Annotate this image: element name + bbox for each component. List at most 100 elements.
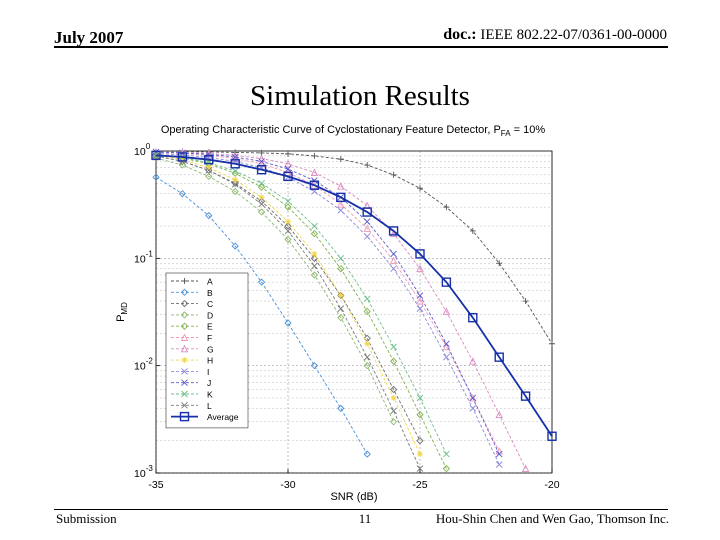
series-point-d: [389, 418, 398, 426]
series-point-k: [443, 450, 450, 458]
series-point-j: [390, 250, 397, 258]
legend-label: J: [207, 378, 211, 388]
series-point-f: [416, 297, 424, 305]
series-point-average: [336, 192, 346, 203]
series-point-i: [495, 461, 503, 468]
series-point-h: [364, 340, 371, 347]
series-point-e: [231, 169, 239, 177]
series-point-l: [416, 465, 424, 472]
series-line-e: [155, 153, 447, 469]
series-point-average: [468, 312, 478, 323]
legend-label: A: [207, 277, 213, 287]
series-point-b: [257, 278, 266, 286]
series-point-h: [205, 164, 212, 171]
series-line-g: [155, 151, 527, 469]
series-point-j: [443, 340, 450, 348]
chart-ticks: -35 -30 -25 -20 100 10-1 10-2 10-3: [134, 142, 560, 491]
legend-item-average: Average: [171, 411, 239, 422]
series-point-l: [390, 407, 397, 415]
series-point-c: [416, 437, 424, 445]
series-point-k: [311, 222, 318, 230]
legend-label: C: [207, 299, 213, 309]
header-doc-id: doc.: IEEE 802.22-07/0361-00-0000: [443, 26, 667, 44]
chart-ylabel-sub: MD: [120, 302, 129, 315]
series-h: [153, 151, 423, 458]
series-point-j: [416, 292, 424, 299]
series-point-i: [443, 353, 450, 361]
legend-label: D: [207, 310, 213, 320]
series-point-j: [363, 218, 371, 225]
legend-item-g: G: [171, 344, 214, 354]
series-point-a: [522, 298, 529, 305]
series-point-average: [177, 152, 188, 162]
series-point-g: [495, 410, 503, 419]
legend-marker: [180, 344, 189, 353]
series-point-average: [441, 277, 452, 287]
chart-xtick-label: -30: [280, 479, 295, 491]
series-line-k: [155, 153, 447, 455]
legend-label: B: [207, 288, 213, 298]
legend-item-b: B: [171, 288, 213, 298]
series-point-d: [284, 235, 292, 244]
legend-label: K: [207, 390, 213, 400]
series-point-k: [416, 394, 424, 402]
series-point-g: [442, 307, 451, 315]
legend-item-i: I: [171, 367, 209, 377]
footer-submission: Submission: [56, 511, 117, 526]
header-rule: [54, 46, 668, 48]
series-point-b: [284, 319, 292, 327]
series-point-d: [337, 314, 345, 322]
series-point-average: [283, 171, 293, 182]
legend-box: [165, 272, 249, 429]
series-point-c: [389, 385, 398, 394]
chart-title-suffix: = 10%: [511, 124, 546, 136]
series-point-i: [363, 233, 371, 240]
series-point-b: [178, 190, 187, 198]
series-point-f: [469, 393, 477, 402]
chart-xtick-label: -25: [412, 479, 427, 491]
series-point-i: [469, 405, 477, 412]
series-point-a: [417, 185, 423, 192]
legend-item-e: E: [171, 322, 213, 332]
series-point-g: [337, 182, 345, 190]
slide-title: Simulation Results: [250, 80, 470, 112]
legend-marker: [180, 333, 189, 341]
series-point-b: [205, 211, 213, 220]
series-b: [152, 173, 371, 458]
chart-ytick-label: 10-1: [134, 249, 153, 265]
series-point-average: [230, 159, 240, 169]
legend-item-c: C: [171, 299, 213, 309]
series-point-g: [416, 264, 424, 273]
series-point-h: [258, 194, 265, 201]
legend-label: H: [207, 356, 213, 366]
series-point-i: [337, 207, 345, 214]
series-point-k: [258, 179, 265, 187]
series-point-e: [337, 265, 345, 273]
series-point-a: [337, 156, 344, 163]
series-point-h: [390, 394, 397, 401]
series-point-j: [469, 394, 477, 402]
series-point-f: [363, 224, 371, 232]
chart-title: Operating Characteristic Curve of Cyclos…: [161, 124, 545, 138]
legend-label: E: [207, 322, 213, 332]
chart-ytick-label: 10-2: [134, 357, 153, 373]
series-point-e: [442, 464, 451, 473]
series-point-k: [337, 255, 345, 262]
series-point-c: [284, 222, 292, 230]
legend-marker: [179, 411, 190, 422]
legend-marker: [181, 401, 188, 409]
series-point-a: [311, 152, 318, 159]
chart-title-main: Operating Characteristic Curve of Cyclos…: [161, 124, 501, 136]
series-point-d: [231, 187, 239, 196]
series-point-b: [310, 362, 319, 370]
series-point-e: [416, 410, 424, 419]
chart-series: [151, 147, 557, 473]
series-point-average: [309, 180, 320, 190]
chart-xlabel: SNR (dB): [330, 491, 377, 503]
legend-label: F: [207, 333, 212, 343]
series-point-j: [495, 450, 503, 458]
series-point-average: [151, 150, 161, 161]
series-point-k: [363, 295, 371, 303]
series-point-a: [364, 162, 371, 169]
